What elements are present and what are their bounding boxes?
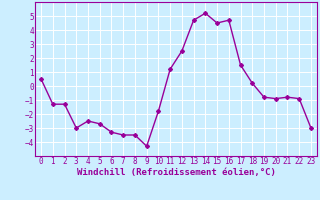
X-axis label: Windchill (Refroidissement éolien,°C): Windchill (Refroidissement éolien,°C): [76, 168, 276, 177]
